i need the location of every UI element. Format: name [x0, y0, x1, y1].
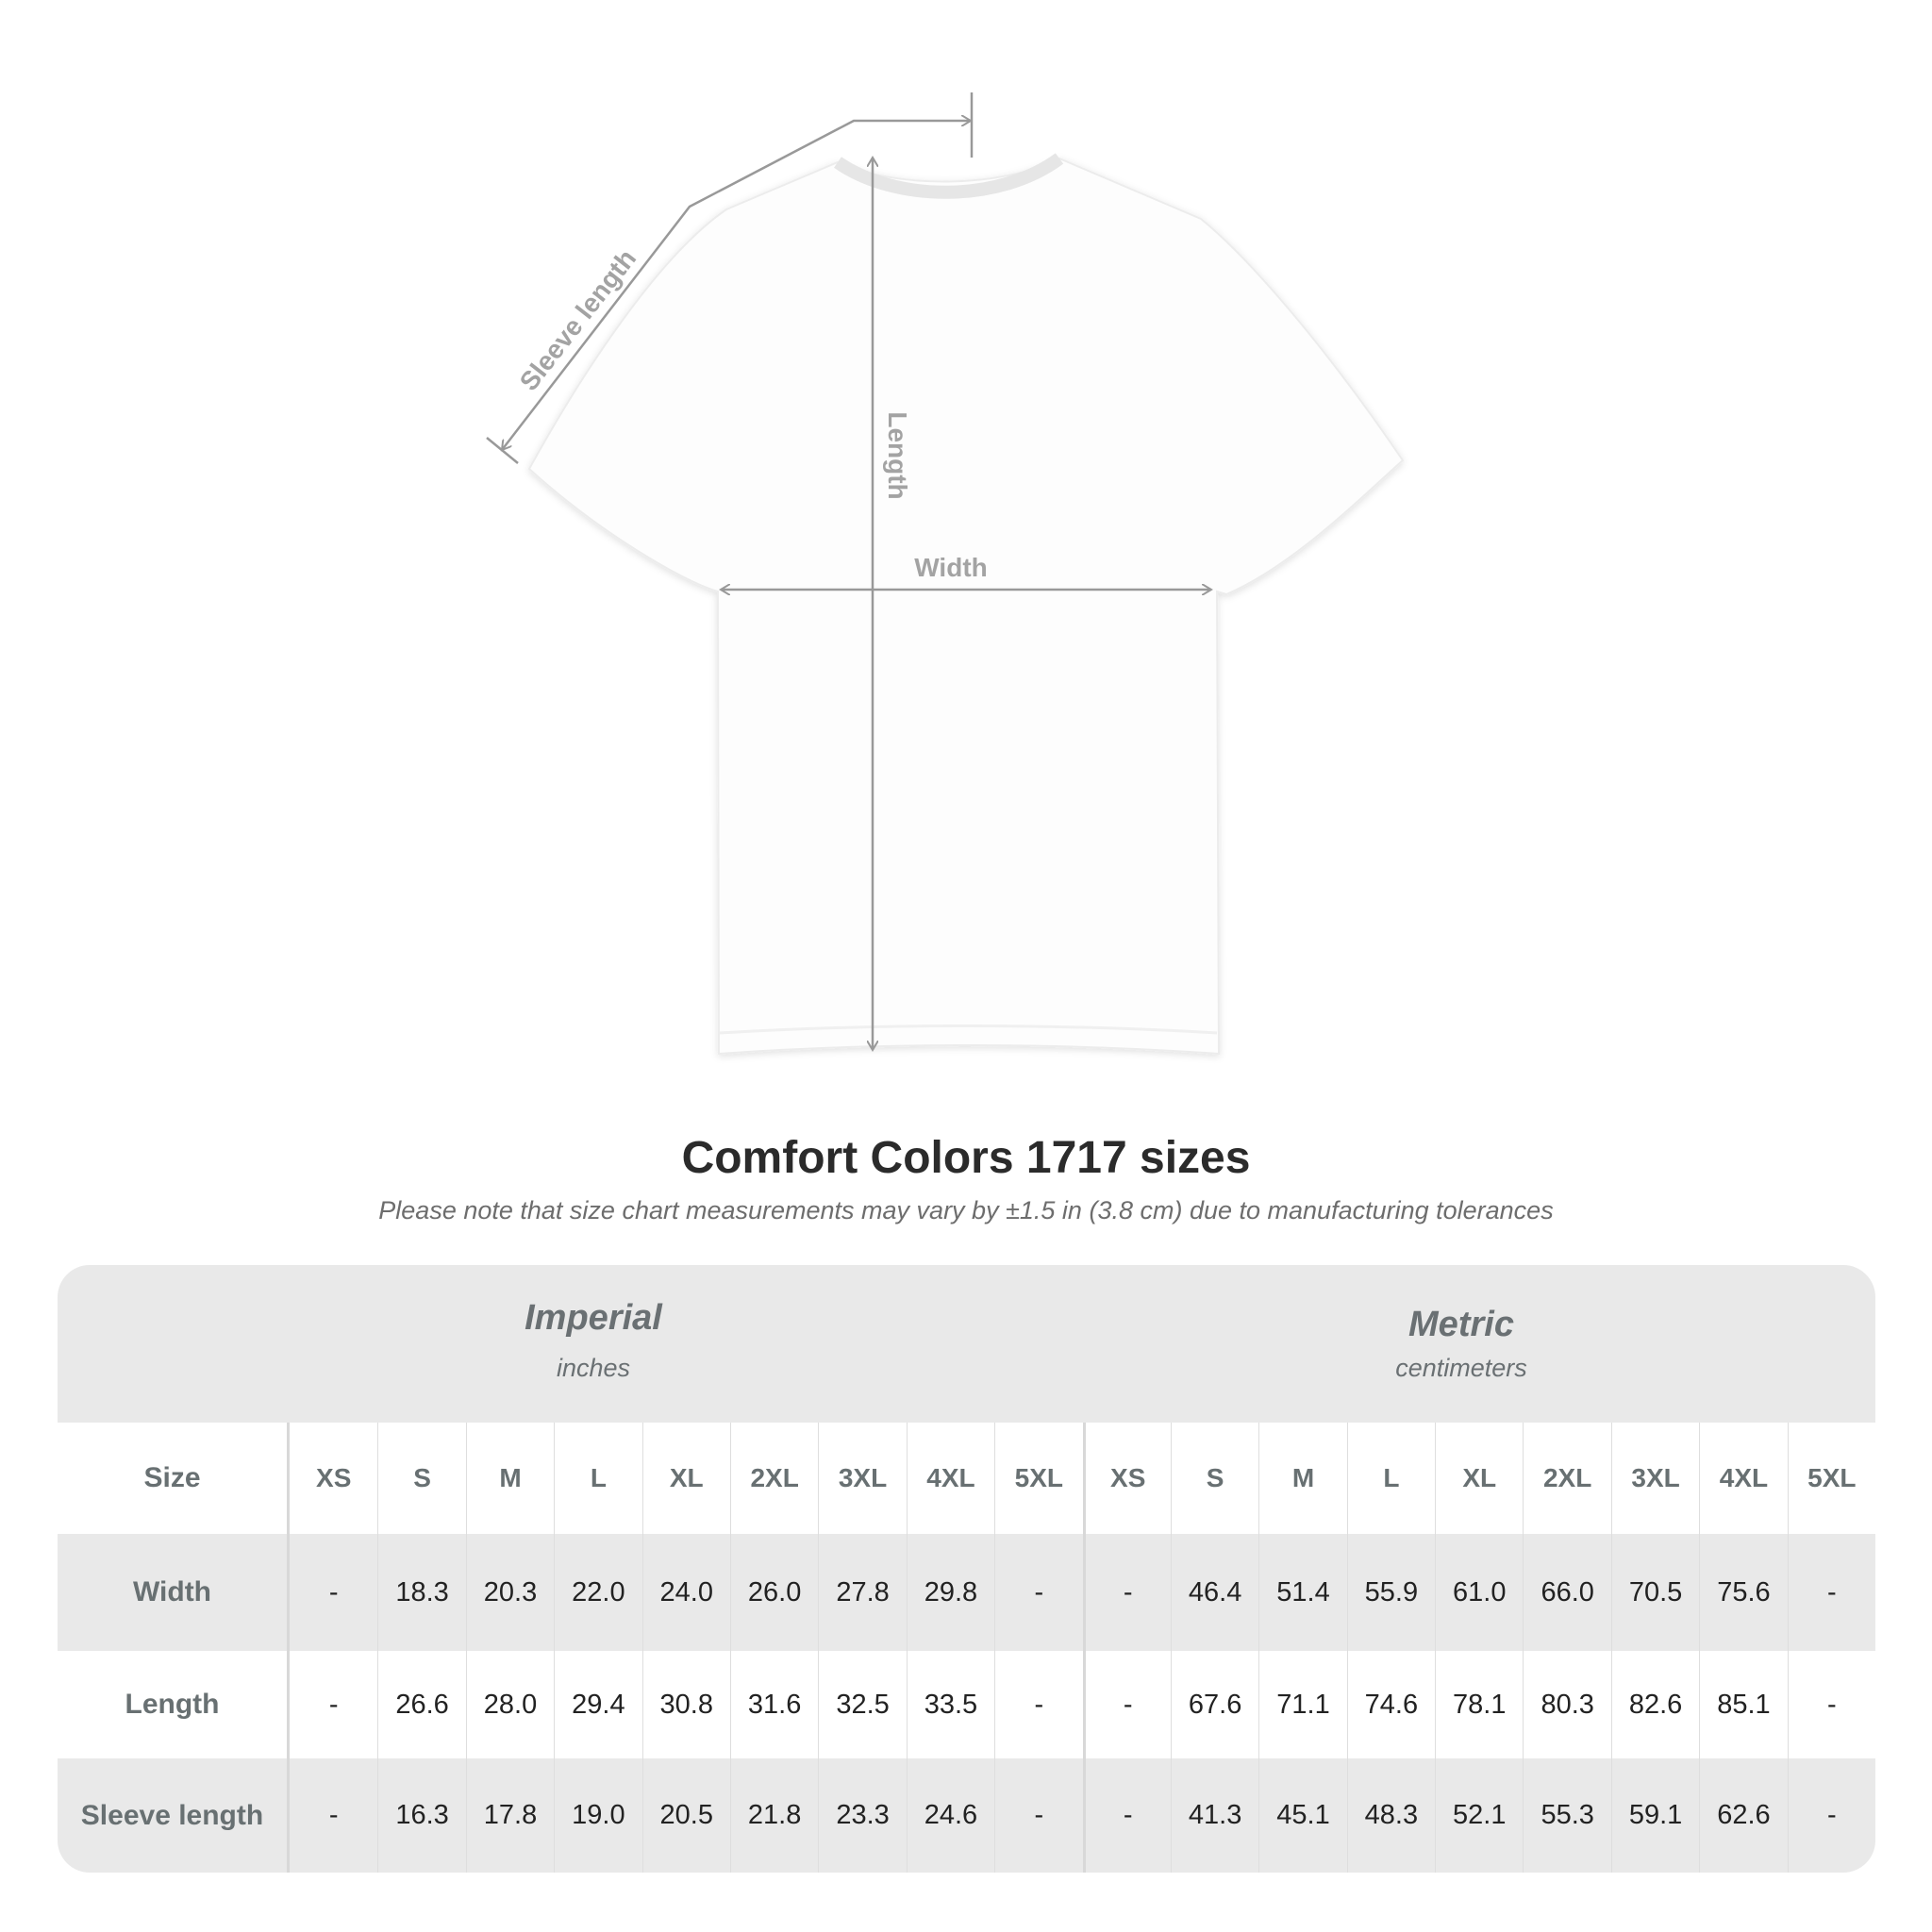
metric-title: Metric: [1408, 1305, 1514, 1344]
metric-value-cell: 59.1: [1610, 1758, 1699, 1873]
metric-size-header: 5XL: [1787, 1423, 1875, 1534]
imperial-value-cell: 23.3: [818, 1758, 906, 1873]
table-row: Width -18.3 20.3 22.0 24.0 26.0 27.8 29.8- -46.4…: [58, 1534, 1875, 1651]
page-title: Comfort Colors 1717 sizes: [681, 1133, 1251, 1183]
metric-value-cell: -: [1787, 1651, 1875, 1758]
metric-value-cell: 41.3: [1170, 1758, 1258, 1873]
imperial-size-header: 5XL: [994, 1423, 1082, 1534]
imperial-value-cell: 28.0: [465, 1651, 554, 1758]
length-label: Length: [883, 411, 912, 499]
imperial-unit: inches: [556, 1354, 631, 1382]
metric-value-cell: -: [1787, 1758, 1875, 1873]
metric-size-header: M: [1258, 1423, 1346, 1534]
sleeve-measure-line: [486, 92, 974, 464]
metric-value-cell: 78.1: [1435, 1651, 1523, 1758]
table-row: Length -26.6 28.0 29.4 30.8 31.6 32.5 33.5- -67.…: [58, 1651, 1875, 1758]
imperial-size-header: 4XL: [906, 1423, 994, 1534]
size-table: Imperial inches Metric centimeters Size X…: [58, 1265, 1875, 1873]
imperial-value-cell: 29.8: [906, 1534, 994, 1651]
metric-size-header: XL: [1435, 1423, 1523, 1534]
row-label: Length: [58, 1651, 290, 1758]
metric-size-header: 2XL: [1523, 1423, 1610, 1534]
metric-size-header: S: [1170, 1423, 1258, 1534]
metric-size-header: L: [1346, 1423, 1435, 1534]
imperial-size-header: XS: [316, 1463, 352, 1492]
imperial-value-cell: 24.0: [641, 1534, 730, 1651]
imperial-value-cell: 29.4: [554, 1651, 641, 1758]
imperial-value-cell: 18.3: [377, 1534, 465, 1651]
metric-value-cell: 55.3: [1523, 1758, 1610, 1873]
imperial-value-cell: -: [994, 1758, 1082, 1873]
imperial-value-cell: 26.0: [729, 1534, 818, 1651]
metric-size-header: 4XL: [1699, 1423, 1787, 1534]
metric-value-cell: -: [1082, 1758, 1171, 1873]
metric-value-cell: 51.4: [1258, 1534, 1346, 1651]
metric-value-cell: 52.1: [1435, 1758, 1523, 1873]
metric-value-cell: 70.5: [1610, 1534, 1699, 1651]
size-header-row: Size XS S M L XL 2XL 3XL 4XL 5XL XS S M L XL 2XL 3XL 4XL 5…: [58, 1423, 1875, 1534]
imperial-value-cell: 24.6: [906, 1758, 994, 1873]
metric-value-cell: 74.6: [1346, 1651, 1435, 1758]
imperial-value-cell: -: [328, 1689, 339, 1720]
row-label: Size: [58, 1423, 290, 1534]
metric-value-cell: 85.1: [1699, 1651, 1787, 1758]
metric-value-cell: -: [1082, 1534, 1171, 1651]
unit-header-band: Imperial inches Metric centimeters: [58, 1265, 1875, 1423]
tshirt-image: [527, 157, 1405, 1056]
metric-value-cell: 80.3: [1523, 1651, 1610, 1758]
metric-size-header: 3XL: [1610, 1423, 1699, 1534]
imperial-size-header: S: [377, 1423, 465, 1534]
imperial-size-header: 3XL: [818, 1423, 906, 1534]
row-label: Sleeve length: [58, 1758, 290, 1873]
metric-value-cell: -: [1082, 1651, 1171, 1758]
metric-value-cell: -: [1787, 1534, 1875, 1651]
imperial-value-cell: 20.5: [641, 1758, 730, 1873]
metric-value-cell: 75.6: [1699, 1534, 1787, 1651]
imperial-value-cell: 33.5: [906, 1651, 994, 1758]
imperial-value-cell: -: [328, 1800, 339, 1830]
metric-value-cell: 46.4: [1170, 1534, 1258, 1651]
imperial-size-header: L: [554, 1423, 641, 1534]
metric-value-cell: 71.1: [1258, 1651, 1346, 1758]
imperial-value-cell: 26.6: [377, 1651, 465, 1758]
imperial-value-cell: 19.0: [554, 1758, 641, 1873]
imperial-value-cell: 17.8: [465, 1758, 554, 1873]
metric-value-cell: 62.6: [1699, 1758, 1787, 1873]
imperial-value-cell: -: [994, 1534, 1082, 1651]
metric-value-cell: 61.0: [1435, 1534, 1523, 1651]
metric-value-cell: 82.6: [1610, 1651, 1699, 1758]
tolerance-note: Please note that size chart measurements…: [378, 1196, 1554, 1224]
imperial-value-cell: 31.6: [729, 1651, 818, 1758]
metric-value-cell: 45.1: [1258, 1758, 1346, 1873]
imperial-value-cell: 27.8: [818, 1534, 906, 1651]
imperial-size-header: XL: [641, 1423, 730, 1534]
table-row: Sleeve length - 16.3 17.8 19.0 20.5 21.8 23.3 24…: [58, 1758, 1875, 1873]
imperial-value-cell: 16.3: [377, 1758, 465, 1873]
metric-unit: centimeters: [1395, 1354, 1527, 1382]
imperial-value-cell: 20.3: [465, 1534, 554, 1651]
metric-size-header: XS: [1082, 1423, 1171, 1534]
imperial-title: Imperial: [525, 1298, 662, 1338]
imperial-size-header: M: [465, 1423, 554, 1534]
row-label: Width: [58, 1534, 290, 1651]
metric-value-cell: 66.0: [1523, 1534, 1610, 1651]
imperial-value-cell: -: [994, 1651, 1082, 1758]
tshirt-diagram: Length Width Sleeve length: [486, 92, 1405, 1056]
imperial-size-header: 2XL: [729, 1423, 818, 1534]
metric-value-cell: 48.3: [1346, 1758, 1435, 1873]
imperial-value-cell: 32.5: [818, 1651, 906, 1758]
metric-value-cell: 55.9: [1346, 1534, 1435, 1651]
imperial-value-cell: -: [328, 1576, 339, 1607]
imperial-value-cell: 21.8: [729, 1758, 818, 1873]
metric-value-cell: 67.6: [1170, 1651, 1258, 1758]
imperial-value-cell: 30.8: [641, 1651, 730, 1758]
imperial-value-cell: 22.0: [554, 1534, 641, 1651]
width-label: Width: [914, 553, 988, 582]
